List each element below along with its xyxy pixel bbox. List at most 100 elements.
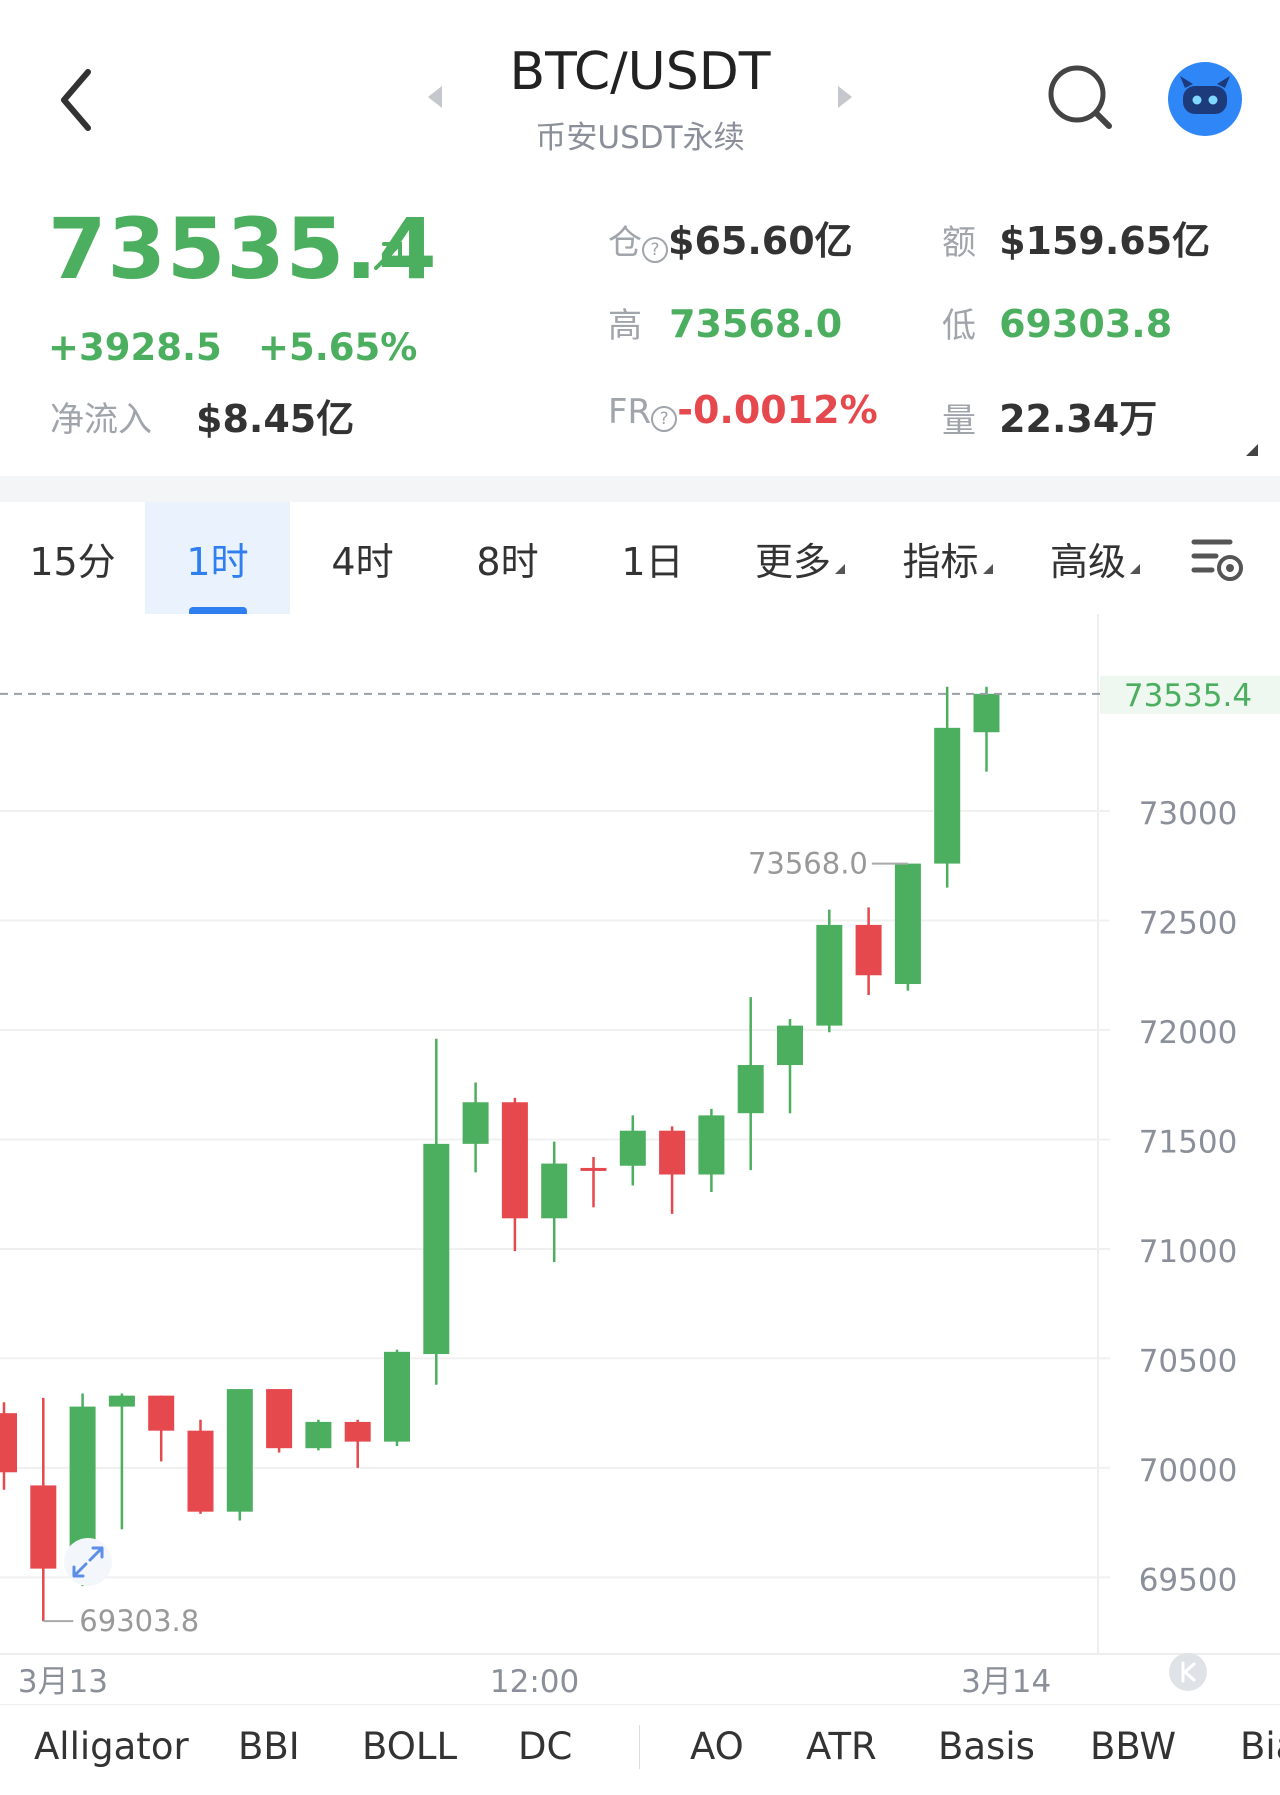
candle-body xyxy=(619,1130,646,1166)
back-icon[interactable] xyxy=(48,60,108,140)
high-label: 高 xyxy=(608,306,642,346)
help-icon[interactable]: ? xyxy=(651,405,678,432)
candle-body xyxy=(108,1395,135,1407)
tab-1h[interactable]: 1时 xyxy=(145,502,290,614)
candle-body xyxy=(777,1025,803,1066)
x-tick-label: 3月13 xyxy=(18,1664,108,1700)
x-tick-label: 3月14 xyxy=(961,1664,1051,1700)
y-tick-label: 71000 xyxy=(1139,1234,1238,1270)
price-change: +3928.5 xyxy=(48,326,222,369)
candlestick-chart[interactable]: 69500 70000 70500 71000 71500 72000 72500 73000… xyxy=(0,614,1280,1704)
candle-body xyxy=(30,1485,57,1569)
low-marker-label: 69303.8 xyxy=(79,1604,199,1638)
indicator-bias[interactable]: Bia xyxy=(1240,1725,1280,1768)
trend-up-icon xyxy=(374,242,402,270)
tab-more[interactable]: 更多 xyxy=(725,502,875,614)
tab-8h[interactable]: 8时 xyxy=(435,502,580,614)
candle-body xyxy=(0,1413,17,1473)
indicator-dc[interactable]: DC xyxy=(518,1725,573,1768)
y-tick-label: 70500 xyxy=(1139,1343,1238,1379)
low-label: 低 xyxy=(942,306,976,346)
candle-body xyxy=(501,1102,528,1219)
funding-rate-stat[interactable]: FR? -0.0012% xyxy=(608,388,878,432)
candle-body xyxy=(934,727,961,864)
assistant-bot-icon[interactable] xyxy=(1168,62,1242,136)
y-tick-label: 72500 xyxy=(1139,906,1238,942)
candle-body xyxy=(698,1115,725,1175)
next-pair-icon[interactable] xyxy=(834,84,856,110)
open-interest-stat[interactable]: 仓? $65.60亿 xyxy=(608,210,853,265)
indicator-alligator[interactable]: Alligator xyxy=(34,1725,189,1768)
expand-corner-icon[interactable] xyxy=(1246,444,1258,456)
last-price-label: 73535.4 xyxy=(1124,678,1252,714)
chart-svg[interactable]: 69500 70000 70500 71000 71500 72000 72500 73000… xyxy=(0,614,1280,1704)
indicator-atr[interactable]: ATR xyxy=(806,1725,877,1768)
search-icon[interactable] xyxy=(1045,62,1115,132)
candle-body xyxy=(344,1421,371,1442)
candle-body xyxy=(384,1351,410,1442)
volume-stat: 量 22.34万 xyxy=(942,388,1157,443)
indicator-bar: Alligator BBI BOLL DC AO ATR Basis BBW B… xyxy=(0,1704,1280,1795)
tab-label: 指标 xyxy=(902,539,979,584)
tab-15m[interactable]: 15分 xyxy=(0,502,145,614)
indicator-bbw[interactable]: BBW xyxy=(1090,1725,1177,1768)
chart-settings-icon[interactable] xyxy=(1190,534,1246,584)
net-inflow-value: $8.45亿 xyxy=(196,397,355,441)
scroll-to-latest-arrow xyxy=(1181,1661,1196,1683)
tab-indicators[interactable]: 指标 xyxy=(875,502,1020,614)
high-stat: 高 73568.0 xyxy=(608,298,842,347)
tab-label: 15分 xyxy=(29,539,116,584)
tab-label: 4时 xyxy=(331,539,394,584)
interval-tabbar: 15分 1时 4时 8时 1日 更多 指标 高级 xyxy=(0,502,1280,614)
tab-4h[interactable]: 4时 xyxy=(290,502,435,614)
tab-label: 更多 xyxy=(754,539,831,584)
active-underline xyxy=(188,607,247,614)
indicator-boll[interactable]: BOLL xyxy=(362,1725,458,1768)
tab-label: 1日 xyxy=(621,539,684,584)
candle-body xyxy=(305,1421,332,1449)
dropdown-caret-icon xyxy=(1130,564,1140,574)
candle-body xyxy=(266,1389,293,1449)
indicator-separator xyxy=(639,1725,640,1769)
indicator-bbi[interactable]: BBI xyxy=(238,1725,300,1768)
open-interest-label: 仓 xyxy=(608,223,642,263)
last-price: 73535.4 xyxy=(48,200,438,298)
funding-rate-label: FR xyxy=(608,392,652,432)
candle-body xyxy=(226,1389,253,1512)
y-tick-label: 69500 xyxy=(1139,1562,1238,1598)
indicator-ao[interactable]: AO xyxy=(690,1725,744,1768)
expand-chart-arrows xyxy=(72,1546,104,1578)
pair-title[interactable]: BTC/USDT xyxy=(509,42,771,102)
help-icon[interactable]: ? xyxy=(642,236,668,263)
expand-chart-bg xyxy=(64,1538,112,1586)
high-value: 73568.0 xyxy=(669,302,843,346)
prev-pair-icon[interactable] xyxy=(424,84,446,110)
candle-group xyxy=(0,686,1000,1622)
indicator-basis[interactable]: Basis xyxy=(938,1725,1035,1768)
candle-body xyxy=(148,1395,175,1431)
y-tick-label: 71500 xyxy=(1139,1124,1238,1160)
y-tick-label: 72000 xyxy=(1139,1015,1238,1051)
scroll-to-latest-bg xyxy=(1169,1653,1207,1691)
candle-body xyxy=(816,924,843,1026)
last-price-tag xyxy=(1100,675,1280,714)
tab-1d[interactable]: 1日 xyxy=(580,502,725,614)
tab-advanced[interactable]: 高级 xyxy=(1020,502,1170,614)
dropdown-caret-icon xyxy=(835,564,845,574)
candle-body xyxy=(580,1167,607,1171)
chart-grid: 69500 70000 70500 71000 71500 72000 72500 73000… xyxy=(0,614,1280,1700)
volume-value: 22.34万 xyxy=(999,397,1158,441)
candle-body xyxy=(187,1430,214,1512)
open-interest-value: $65.60亿 xyxy=(668,219,853,263)
candle-body xyxy=(423,1143,450,1355)
net-inflow-label: 净流入 xyxy=(50,400,152,440)
dropdown-caret-icon xyxy=(982,564,993,574)
candle-body xyxy=(659,1130,686,1175)
scroll-to-latest-icon[interactable] xyxy=(1169,1653,1207,1691)
candle-body xyxy=(894,863,921,985)
expand-chart-icon[interactable] xyxy=(64,1538,112,1586)
turnover-label: 额 xyxy=(942,223,976,263)
turnover-value: $159.65亿 xyxy=(999,219,1211,263)
funding-rate-value: -0.0012% xyxy=(677,388,878,432)
candle-body xyxy=(855,924,882,976)
